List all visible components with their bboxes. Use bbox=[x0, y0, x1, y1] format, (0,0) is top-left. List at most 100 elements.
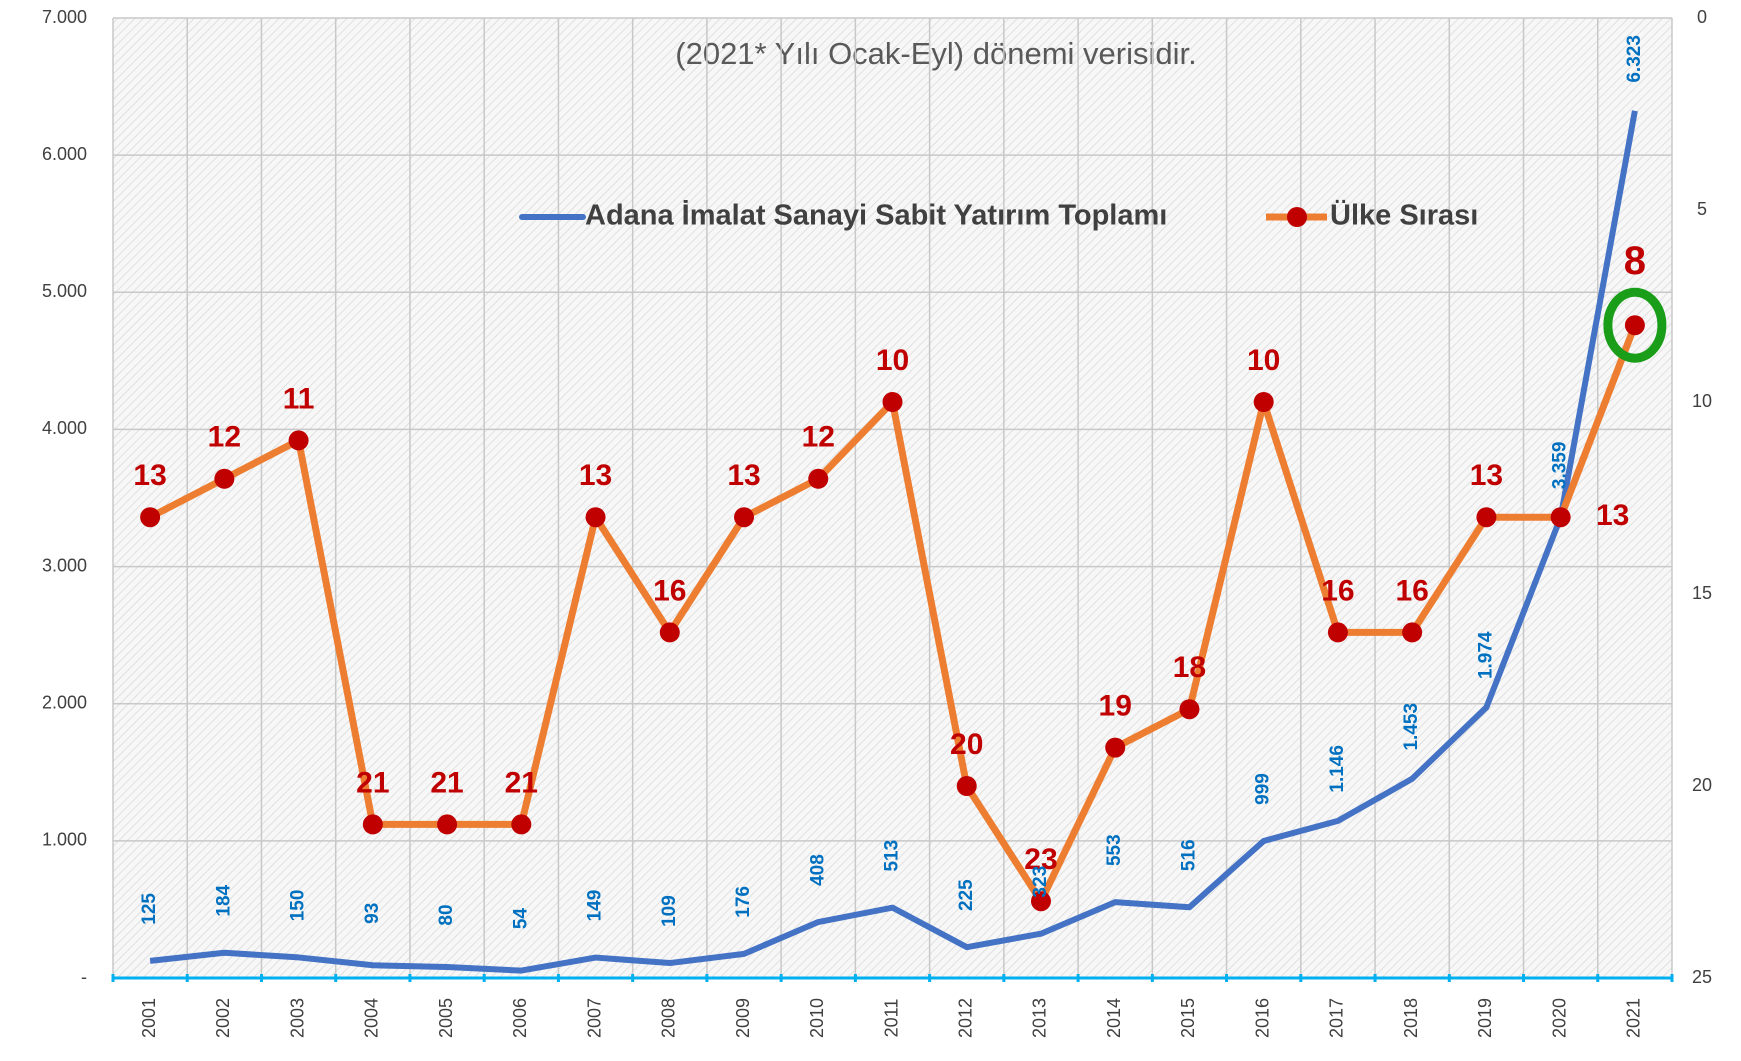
data-label: 150 bbox=[288, 890, 309, 922]
legend-swatch-marker bbox=[1287, 207, 1307, 227]
data-label: 93 bbox=[362, 903, 383, 924]
marker bbox=[1253, 392, 1274, 412]
marker bbox=[1179, 699, 1200, 720]
data-label: 13 bbox=[579, 459, 612, 492]
marker bbox=[1327, 622, 1348, 643]
data-label: 225 bbox=[956, 879, 977, 911]
x-tick-label: 2006 bbox=[510, 998, 530, 1038]
legend-label: Adana İmalat Sanayi Sabit Yatırım Toplam… bbox=[585, 200, 1167, 232]
data-label: 1.453 bbox=[1401, 703, 1422, 751]
x-tick-label: 2021 bbox=[1624, 998, 1644, 1038]
marker bbox=[734, 507, 755, 528]
marker bbox=[659, 622, 680, 643]
x-tick-label: 2015 bbox=[1178, 998, 1198, 1038]
marker bbox=[362, 814, 383, 835]
y2-tick-label: 10 bbox=[1692, 391, 1712, 411]
x-tick-label: 2018 bbox=[1401, 998, 1421, 1038]
y2-tick-label: 0 bbox=[1697, 7, 1707, 27]
data-label: 12 bbox=[802, 421, 835, 454]
x-tick-label: 2016 bbox=[1252, 998, 1272, 1038]
x-tick-label: 2013 bbox=[1030, 998, 1050, 1038]
data-label: 80 bbox=[436, 904, 457, 925]
y2-tick-label: 5 bbox=[1697, 199, 1707, 219]
x-tick-label: 2017 bbox=[1327, 998, 1347, 1038]
y2-tick-label: 20 bbox=[1692, 775, 1712, 795]
data-label: 18 bbox=[1173, 651, 1206, 684]
y-tick-label: 1.000 bbox=[42, 830, 87, 850]
marker bbox=[437, 814, 458, 835]
y-tick-label: 3.000 bbox=[42, 555, 87, 575]
line-1 bbox=[149, 110, 1638, 974]
y-tick-label: 4.000 bbox=[42, 418, 87, 438]
data-label: 176 bbox=[733, 886, 754, 918]
data-label: 16 bbox=[653, 574, 686, 607]
annotation: (2021* Yılı Ocak-Eyl) dönemi verisidir. bbox=[675, 36, 1196, 71]
data-label: 10 bbox=[1247, 344, 1280, 377]
marker bbox=[140, 507, 161, 528]
x-tick-label: 2005 bbox=[436, 998, 456, 1038]
marker bbox=[1550, 507, 1571, 528]
data-label: 21 bbox=[356, 766, 389, 799]
x-tick-label: 2004 bbox=[362, 998, 382, 1038]
y2-tick-label: 15 bbox=[1692, 583, 1712, 603]
data-label: 149 bbox=[585, 890, 606, 922]
data-label: 13 bbox=[1596, 499, 1629, 532]
y-tick-label: - bbox=[81, 967, 87, 987]
y-tick-label: 5.000 bbox=[42, 281, 87, 301]
marker bbox=[585, 507, 606, 528]
x-tick-label: 2012 bbox=[955, 998, 975, 1038]
data-label: 16 bbox=[1321, 574, 1354, 607]
data-label: 516 bbox=[1178, 839, 1199, 871]
data-label: 13 bbox=[1470, 459, 1503, 492]
highlight-ring bbox=[1603, 287, 1667, 363]
x-tick-label: 2002 bbox=[213, 998, 233, 1038]
data-label: 19 bbox=[1099, 690, 1132, 723]
x-tick-label: 2011 bbox=[881, 999, 901, 1038]
marker bbox=[956, 776, 977, 796]
data-label: 125 bbox=[139, 893, 160, 925]
data-label: 999 bbox=[1253, 773, 1274, 805]
x-tick-label: 2001 bbox=[139, 998, 159, 1038]
x-tick-label: 2009 bbox=[733, 998, 753, 1038]
x-tick-label: 2008 bbox=[659, 998, 679, 1038]
marker bbox=[808, 468, 829, 489]
y-tick-label: 2.000 bbox=[42, 692, 87, 712]
marker bbox=[511, 814, 532, 835]
y-tick-label: 7.000 bbox=[42, 7, 87, 27]
data-label: 6.323 bbox=[1624, 35, 1645, 83]
data-label: 184 bbox=[213, 884, 234, 916]
data-label: 21 bbox=[505, 766, 538, 799]
plot-background bbox=[113, 18, 1672, 978]
marker bbox=[1476, 507, 1497, 528]
x-tick-label: 2007 bbox=[584, 998, 604, 1038]
data-label: 23 bbox=[1024, 843, 1057, 876]
data-label: 20 bbox=[950, 728, 983, 761]
x-tick-label: 2003 bbox=[287, 998, 307, 1038]
data-label: 12 bbox=[208, 421, 241, 454]
data-label: 408 bbox=[807, 854, 828, 886]
x-tick-label: 2014 bbox=[1104, 998, 1124, 1038]
marker bbox=[1030, 891, 1051, 912]
marker bbox=[1402, 622, 1423, 643]
marker bbox=[288, 430, 309, 451]
data-label: 8 bbox=[1624, 239, 1646, 283]
data-label: 323 bbox=[1030, 866, 1051, 898]
marker bbox=[214, 468, 235, 489]
data-label: 1.974 bbox=[1475, 631, 1496, 679]
data-label: 11 bbox=[283, 382, 315, 415]
marker bbox=[882, 392, 903, 412]
data-label: 13 bbox=[133, 459, 166, 492]
data-label: 109 bbox=[659, 895, 680, 927]
data-label: 3.359 bbox=[1550, 442, 1571, 490]
data-label: 513 bbox=[882, 840, 903, 872]
data-label: 13 bbox=[727, 459, 760, 492]
x-tick-label: 2010 bbox=[807, 998, 827, 1038]
x-tick-label: 2020 bbox=[1549, 998, 1569, 1038]
marker bbox=[1105, 737, 1126, 758]
y-tick-label: 6.000 bbox=[42, 144, 87, 164]
data-label: 553 bbox=[1104, 834, 1125, 866]
data-label: 10 bbox=[876, 344, 909, 377]
data-label: 21 bbox=[430, 766, 463, 799]
data-label: 1.146 bbox=[1327, 745, 1348, 793]
